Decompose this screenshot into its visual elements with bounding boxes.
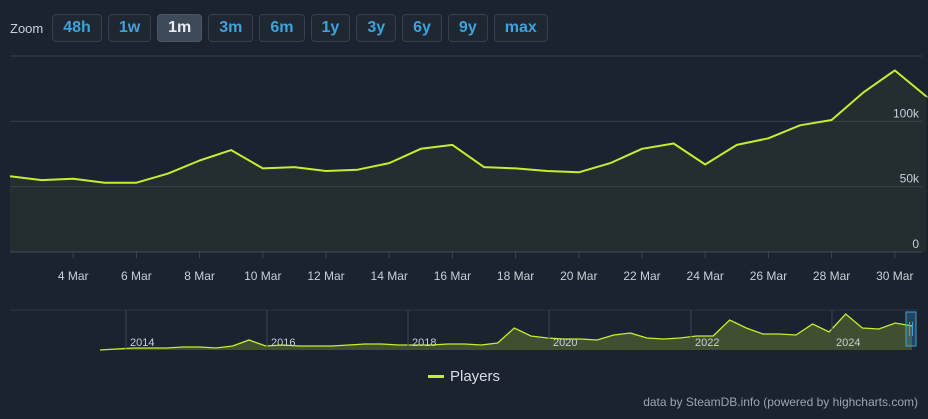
series-line-players[interactable] <box>9 69 928 184</box>
legend: Players <box>0 368 928 385</box>
x-tick-label: 18 Mar <box>497 269 534 283</box>
navigator-year-label: 2014 <box>130 337 154 349</box>
navigator-year-label: 2022 <box>695 337 719 349</box>
x-tick-label: 4 Mar <box>58 269 89 283</box>
legend-label: Players <box>449 368 501 385</box>
x-tick-label: 6 Mar <box>121 269 152 283</box>
x-axis-labels: 4 Mar 6 Mar 8 Mar 10 Mar 12 Mar 14 Mar 16 Mar 1… <box>58 252 913 283</box>
x-tick-label: 28 Mar <box>813 269 850 283</box>
navigator-series-line <box>99 313 913 351</box>
zoom-label: Zoom <box>10 20 44 36</box>
x-tick-label: 20 Mar <box>560 269 597 283</box>
navigator-year-label: 2016 <box>271 337 295 349</box>
x-tick-label: 14 Mar <box>371 269 408 283</box>
y-tick-label: 50k <box>900 172 920 186</box>
zoom-button-3m[interactable]: 3m <box>208 14 254 42</box>
x-tick-label: 30 Mar <box>876 269 913 283</box>
zoom-button-3y[interactable]: 3y <box>356 14 397 42</box>
navigator-year-label: 2018 <box>412 337 436 349</box>
x-tick-label: 26 Mar <box>750 269 787 283</box>
x-tick-label: 16 Mar <box>434 269 471 283</box>
grid-lines <box>10 55 922 253</box>
navigator-year-label: 2024 <box>836 337 860 349</box>
zoom-button-1y[interactable]: 1y <box>310 14 351 42</box>
plot-area <box>9 69 928 253</box>
x-tick-label: 22 Mar <box>623 269 660 283</box>
zoom-button-9y[interactable]: 9y <box>447 14 488 42</box>
legend-line-symbol <box>427 375 444 378</box>
series-area <box>10 70 927 253</box>
x-tick-label: 12 Mar <box>307 269 344 283</box>
zoom-button-1w[interactable]: 1w <box>107 14 152 42</box>
navigator-area <box>100 314 912 350</box>
x-tick-label: 24 Mar <box>687 269 724 283</box>
x-tick-label: 8 Mar <box>184 269 215 283</box>
zoom-button-48h[interactable]: 48h <box>52 14 102 42</box>
zoom-button-6m[interactable]: 6m <box>259 14 305 42</box>
navigator[interactable]: 2014 2016 2018 2020 2022 2024 <box>10 309 918 351</box>
navigator-range-handle[interactable] <box>905 311 917 347</box>
y-axis-labels: 0 50k 100k <box>893 106 920 251</box>
x-tick-label: 10 Mar <box>244 269 281 283</box>
zoom-button-6y[interactable]: 6y <box>402 14 442 42</box>
zoom-button-max[interactable]: max <box>493 14 548 42</box>
navigator-year-label: 2020 <box>553 337 577 349</box>
credits-text[interactable]: data by SteamDB.info (powered by highcha… <box>643 395 918 409</box>
zoom-button-1m[interactable]: 1m <box>157 14 203 42</box>
y-tick-label: 0 <box>912 237 919 251</box>
y-tick-label: 100k <box>893 106 920 120</box>
legend-item-players[interactable]: Players <box>427 368 501 385</box>
zoom-bar: Zoom 48h 1w 1m 3m 6m 1y 3y 6y 9y max <box>10 13 548 43</box>
